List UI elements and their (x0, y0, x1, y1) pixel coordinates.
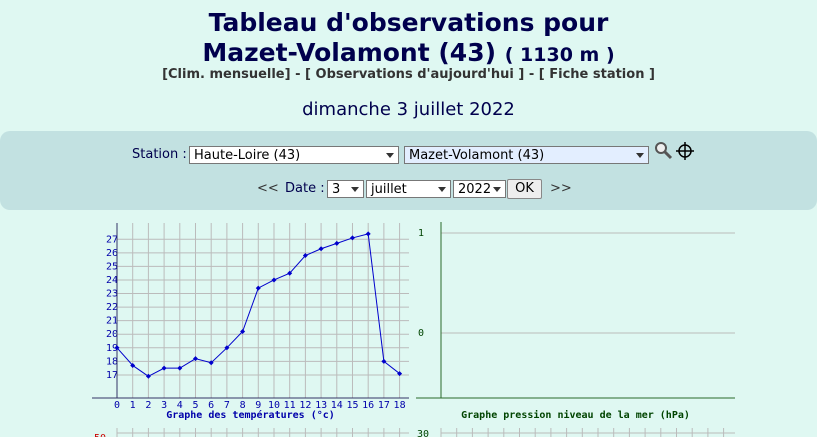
point (318, 246, 324, 252)
altitude: ( 1130 m ) (504, 44, 615, 66)
date-label: Date : (285, 181, 325, 196)
x-tick-label: 8 (240, 400, 246, 411)
title-line2: Mazet-Volamont (43) ( 1130 m ) (0, 38, 817, 67)
y-tick-label: 0 (418, 328, 424, 339)
station-name: Mazet-Volamont (43) (202, 38, 497, 67)
point (161, 365, 167, 371)
ok-button[interactable]: OK (507, 179, 542, 199)
y-tick-label: 24 (106, 275, 118, 286)
y-tick-label: 20 (106, 329, 118, 340)
point (240, 329, 246, 335)
station-label: Station : (132, 147, 187, 162)
x-tick-label: 10 (268, 400, 280, 411)
x-tick-label: 11 (284, 400, 296, 411)
point (334, 240, 340, 246)
x-tick-label: 0 (114, 400, 120, 411)
links: [Clim. mensuelle] - [ Observations d'auj… (0, 67, 817, 82)
x-tick-label: 4 (177, 400, 183, 411)
point (114, 345, 120, 351)
point (192, 356, 198, 362)
prev-link[interactable]: << (257, 181, 279, 196)
point (287, 270, 293, 276)
y-tick-label: 18 (106, 356, 118, 367)
x-tick-label: 18 (394, 400, 406, 411)
y-tick-label: 17 (106, 370, 118, 381)
x-tick-label: 3 (161, 400, 167, 411)
y-tick-label: 25 (106, 261, 118, 272)
x-tick-label: 14 (331, 400, 343, 411)
point (130, 362, 136, 368)
y-tick-label: 1 (418, 228, 424, 239)
link[interactable]: [ Observations d'aujourd'hui ] (305, 67, 525, 82)
link[interactable]: [ Fiche station ] (538, 67, 655, 82)
y-tick-label: 23 (106, 289, 118, 300)
y-tick-label: 30 (417, 429, 429, 437)
x-tick-label: 17 (378, 400, 390, 411)
y-tick-label: 27 (106, 234, 118, 245)
x-tick-label: 12 (299, 400, 311, 411)
point (349, 235, 355, 241)
point (177, 365, 183, 371)
y-tick-label: 21 (106, 316, 118, 327)
date: dimanche 3 juillet 2022 (302, 99, 515, 120)
year-select[interactable]: 2022 (453, 180, 506, 198)
department-select[interactable]: Haute-Loire (43) (189, 146, 399, 164)
x-tick-label: 7 (224, 400, 230, 411)
chart-title: Graphe pression niveau de la mer (hPa) (461, 409, 690, 421)
x-tick-label: 5 (192, 400, 198, 411)
y-tick-label: 22 (106, 302, 118, 313)
title: Tableau d'observations pour (208, 8, 609, 37)
x-tick-label: 6 (208, 400, 214, 411)
x-tick-label: 1 (130, 400, 136, 411)
separator: - (528, 67, 535, 82)
y-tick-label: 19 (106, 343, 118, 354)
point (381, 358, 387, 364)
next-link[interactable]: >> (550, 181, 572, 196)
month-select[interactable]: juillet (366, 180, 451, 198)
point (397, 371, 403, 377)
y-tick-label: 50 (94, 433, 106, 437)
link[interactable]: [Clim. mensuelle] (162, 67, 291, 82)
day-select[interactable]: 3 (327, 180, 364, 198)
point (302, 253, 308, 259)
point (365, 231, 371, 237)
point (145, 373, 151, 379)
x-tick-label: 13 (315, 400, 327, 411)
separator: - (295, 67, 301, 82)
station-select[interactable]: Mazet-Volamont (43) (404, 146, 649, 164)
x-tick-label: 15 (346, 400, 358, 411)
point (271, 277, 277, 283)
point (255, 285, 261, 291)
y-tick-label: 26 (106, 248, 118, 259)
chart-title: Graphe des températures (°c) (166, 409, 335, 421)
x-tick-label: 2 (145, 400, 151, 411)
x-tick-label: 16 (362, 400, 374, 411)
point (208, 360, 214, 366)
point (224, 345, 230, 351)
x-tick-label: 9 (255, 400, 261, 411)
